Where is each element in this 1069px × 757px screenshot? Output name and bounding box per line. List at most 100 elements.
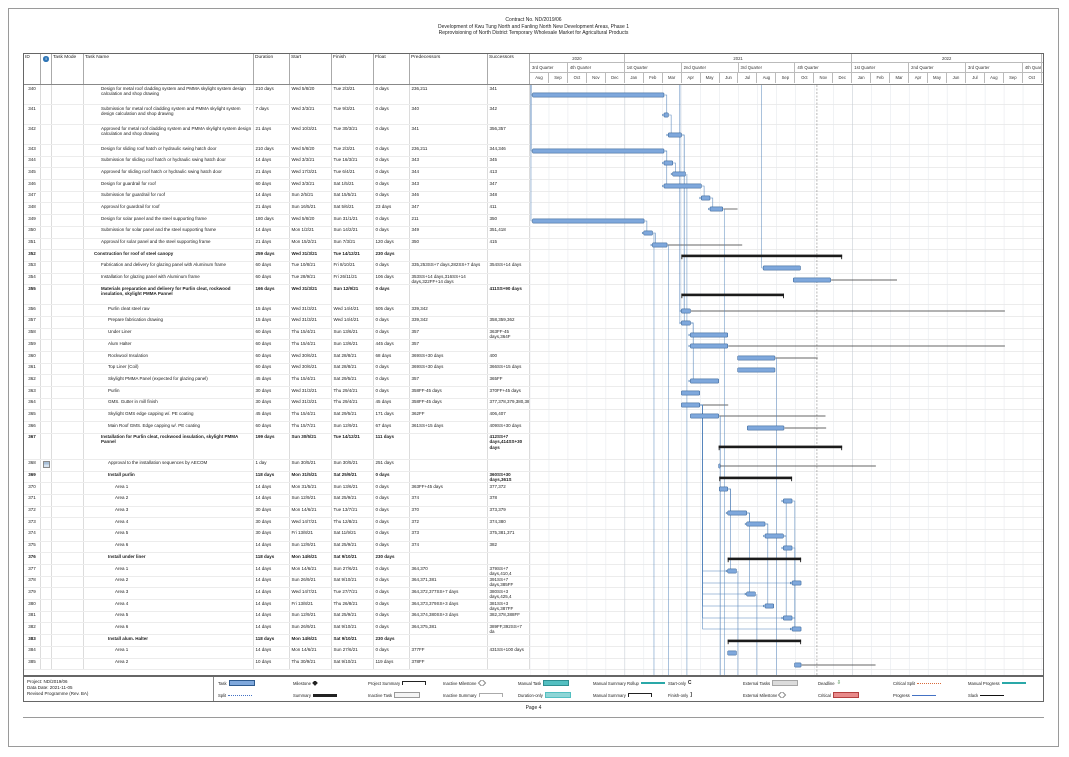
task-row-376[interactable]: 376 Install under liner 118 days Mon 14/6/2… (24, 553, 1043, 565)
task-row-366[interactable]: 366 Main Roof GMS. Edge capping w/. PE co… (24, 422, 1043, 434)
task-bar-377[interactable] (727, 568, 737, 574)
task-bar-378[interactable] (791, 580, 802, 586)
task-bar-343[interactable] (532, 148, 665, 154)
task-row-358[interactable]: 358 Under Liner 60 days Thu 15/4/21 Sun 13/6… (24, 328, 1043, 341)
task-bar-360[interactable] (737, 355, 776, 361)
task-bar-363[interactable] (681, 390, 700, 396)
summary-bar-369[interactable] (719, 476, 793, 480)
task-bar-381[interactable] (783, 615, 793, 621)
task-row-352[interactable]: 352 Construction for roof of steel canopy… (24, 250, 1043, 262)
task-row-375[interactable]: 375 Area 6 14 days Sun 12/9/21 Sat 25/9/21 0 … (24, 541, 1043, 554)
task-row-354[interactable]: 354 Installation for glazing panel with A… (24, 273, 1043, 286)
task-bar-365[interactable] (690, 413, 719, 419)
task-bar-348[interactable] (709, 206, 723, 212)
task-bar-350[interactable] (643, 230, 653, 236)
task-bar-375[interactable] (783, 545, 793, 551)
summary-bar-355[interactable] (681, 293, 784, 297)
column-header-id[interactable]: ID (24, 54, 41, 84)
task-row-345[interactable]: 345 Approved for sliding roof hatch or hy… (24, 168, 1043, 181)
column-header-predecessors[interactable]: Predecessors (410, 54, 488, 84)
task-bar-345[interactable] (672, 171, 686, 177)
task-row-368[interactable]: 368 Approval to the installation sequence… (24, 459, 1043, 472)
task-row-369[interactable]: 369 Install purlin 118 days Mon 31/5/21 Sat … (24, 471, 1043, 484)
task-bar-361[interactable] (737, 367, 776, 373)
task-bar-354[interactable] (793, 277, 831, 283)
column-header-finish[interactable]: Finish (332, 54, 374, 84)
task-row-350[interactable]: 350 Submission for solar panel and the st… (24, 226, 1043, 239)
task-row-380[interactable]: 380 Area 4 14 days Fri 13/8/21 Thu 26/8/21 0 … (24, 600, 1043, 612)
task-row-381[interactable]: 381 Area 5 14 days Sun 12/9/21 Sat 25/9/21 0 … (24, 611, 1043, 624)
task-bar-347[interactable] (701, 195, 711, 201)
column-header-start[interactable]: Start (290, 54, 332, 84)
task-row-355[interactable]: 355 Materials preparation and delivery fo… (24, 285, 1043, 306)
task-row-382[interactable]: 382 Area 6 14 days Sun 26/9/21 Sat 9/10/21 0 … (24, 623, 1043, 636)
task-row-342[interactable]: 342 Approved for metal roof cladding syst… (24, 125, 1043, 145)
task-bar-341[interactable] (663, 112, 669, 118)
task-row-384[interactable]: 384 Area 1 14 days Mon 14/6/21 Sun 27/6/21 0 … (24, 646, 1043, 659)
task-row-361[interactable]: 361 Top Liner (Coil) 60 days Wed 30/6/21 Sat… (24, 363, 1043, 376)
column-header-duration[interactable]: Duration (254, 54, 290, 84)
task-bar-382[interactable] (791, 626, 802, 632)
task-bar-371[interactable] (783, 498, 793, 504)
task-row-373[interactable]: 373 Area 4 30 days Wed 14/7/21 Thu 12/8/21 0 … (24, 518, 1043, 530)
task-row-340[interactable]: 340 Design for metal roof cladding system… (24, 85, 1043, 105)
task-row-385[interactable]: 385 Area 2 10 days Thu 30/9/21 Sat 9/10/21 11… (24, 658, 1043, 671)
summary-bar-376[interactable] (727, 557, 802, 561)
task-bar-340[interactable] (532, 92, 665, 98)
column-header-float[interactable]: Float (374, 54, 410, 84)
task-bar-356[interactable] (681, 308, 691, 314)
column-header-indicators[interactable]: i (41, 54, 52, 84)
task-bar-385[interactable] (794, 662, 802, 668)
task-row-378[interactable]: 378 Area 2 14 days Sun 26/9/21 Sat 9/10/21 0 … (24, 576, 1043, 589)
task-bar-380[interactable] (764, 603, 774, 609)
task-bar-349[interactable] (532, 218, 645, 224)
task-row-367[interactable]: 367 Installation for Purlin cleat, rockwo… (24, 433, 1043, 460)
task-bar-366[interactable] (747, 425, 785, 431)
column-header-task-name[interactable]: Task Name (84, 54, 254, 84)
task-bar-358[interactable] (690, 332, 728, 338)
task-bar-359[interactable] (690, 343, 728, 349)
task-bar-373[interactable] (746, 521, 766, 527)
task-bar-379[interactable] (746, 591, 756, 597)
task-bar-368[interactable] (718, 463, 721, 469)
task-row-363[interactable]: 363 Purlin 30 days Wed 31/3/21 Thu 29/4/21 0 … (24, 387, 1043, 399)
task-row-351[interactable]: 351 Approval for solar panel and the stee… (24, 238, 1043, 251)
task-row-360[interactable]: 360 Rockwool Insulation 60 days Wed 30/6/21… (24, 352, 1043, 364)
task-bar-353[interactable] (762, 265, 801, 271)
task-row-341[interactable]: 341 Submission for metal roof cladding sy… (24, 105, 1043, 125)
summary-bar-352[interactable] (681, 254, 843, 258)
task-bar-384[interactable] (727, 650, 737, 656)
task-row-362[interactable]: 362 Skylight PMMA Panel (expected for gla… (24, 375, 1043, 388)
task-row-372[interactable]: 372 Area 3 30 days Mon 14/6/21 Tue 13/7/21 0 … (24, 506, 1043, 519)
task-row-357[interactable]: 357 Prepare fabrication drawing 15 days Wed… (24, 316, 1043, 329)
task-row-348[interactable]: 348 Approval for guardrail for roof 21 day… (24, 203, 1043, 216)
summary-bar-367[interactable] (718, 445, 843, 449)
task-row-346[interactable]: 346 Design for guardrail for roof 60 days W… (24, 180, 1043, 192)
task-row-356[interactable]: 356 Purlin cleat steel raw 15 days Wed 31/3… (24, 305, 1043, 317)
task-bar-372[interactable] (727, 510, 747, 516)
task-row-353[interactable]: 353 Fabrication and delivery for glazing … (24, 261, 1043, 274)
task-bar-351[interactable] (652, 242, 668, 248)
task-row-383[interactable]: 383 Install alum. Halter 118 days Mon 14/6/… (24, 635, 1043, 647)
column-header-task-mode[interactable]: Task Mode (52, 54, 84, 84)
summary-bar-383[interactable] (727, 639, 802, 643)
task-bar-374[interactable] (764, 533, 784, 539)
task-bar-364[interactable] (681, 402, 700, 408)
task-row-359[interactable]: 359 Alum Halter 60 days Thu 15/4/21 Sun 13/6… (24, 340, 1043, 352)
column-header-successors[interactable]: Successors (488, 54, 530, 84)
task-row-374[interactable]: 374 Area 5 30 days Fri 13/8/21 Sat 11/9/21 0 … (24, 529, 1043, 542)
task-bar-370[interactable] (719, 486, 728, 492)
task-bar-342[interactable] (668, 132, 682, 138)
task-row-349[interactable]: 349 Design for solar panel and the steel … (24, 215, 1043, 227)
task-row-343[interactable]: 343 Design for sliding roof hatch or hydr… (24, 145, 1043, 157)
task-row-379[interactable]: 379 Area 3 14 days Wed 14/7/21 Tue 27/7/21 0 … (24, 588, 1043, 601)
task-row-347[interactable]: 347 Submission for guardrail for roof 14 d… (24, 191, 1043, 204)
task-row-364[interactable]: 364 GMS. Gutter in mill finish 30 days Wed … (24, 398, 1043, 411)
task-bar-357[interactable] (681, 320, 691, 326)
task-row-371[interactable]: 371 Area 2 14 days Sun 12/9/21 Sat 25/9/21 0 … (24, 494, 1043, 507)
task-row-365[interactable]: 365 Skylight GMS edge capping w/. PE coat… (24, 410, 1043, 423)
task-bar-362[interactable] (690, 378, 719, 384)
task-row-344[interactable]: 344 Submission for sliding roof hatch or … (24, 156, 1043, 169)
task-row-377[interactable]: 377 Area 1 14 days Mon 14/6/21 Sun 27/6/21 0 … (24, 565, 1043, 577)
task-row-370[interactable]: 370 Area 1 14 days Mon 31/5/21 Sun 13/6/21 0 … (24, 483, 1043, 495)
